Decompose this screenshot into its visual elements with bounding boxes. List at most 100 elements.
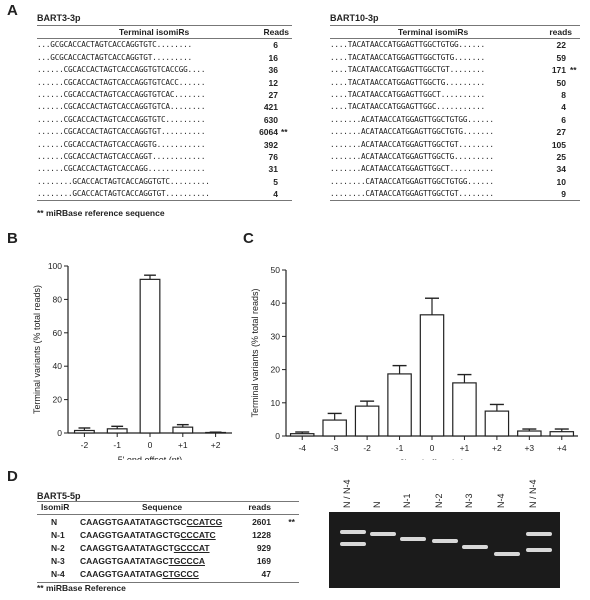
x-axis-label: 5' end offset (nt) [118,455,183,460]
isomir-sequence: ......CGCACCACTAGTCACCAGGTGTCACCGG.... [37,65,206,75]
isomir-id: N-3 [51,556,65,566]
isomir-sequence: ....TACATAACCATGGAGTTGGCTGT........ [330,65,485,75]
read-count: 5 [273,176,278,187]
col-header-reads: reads [549,27,572,38]
bar--4 [289,433,315,437]
y-tick-label: 20 [53,395,63,405]
table-row: N-3 CAAGGTGAATATAGCTGCCCA 169 [37,556,299,569]
x-tick-label: +1 [178,440,188,450]
isomir-sequence: .......ACATAACCATGGAGTTGGCTGTGG...... [330,114,494,124]
bart5-5p-table: BART5-5p IsomiR Sequence reads N CAAGGTGA… [37,491,299,593]
table-row: ......CGCACCACTAGTCACCAGG............. 31 [37,163,292,175]
gel-band [462,545,488,549]
table-row: ...GCGCACCACTAGTCACCAGGTGTC........ 6 [37,39,292,51]
read-count: 6 [561,114,566,125]
read-count: 6064 [259,127,278,138]
x-tick-label: +2 [492,443,502,453]
x-tick-label: -4 [298,443,306,453]
y-tick-label: 50 [271,265,281,275]
table-footnote: ** miRBase Reference [37,583,126,593]
col-header-sequence: Terminal isomiRs [119,27,190,38]
read-count: 31 [268,164,278,175]
read-count: 6 [273,40,278,51]
y-tick-label: 80 [53,294,63,304]
read-count: 27 [268,89,278,100]
table-header: Terminal isomiRs Reads [37,25,292,40]
gel-lane-label: N / N-4 [528,479,538,508]
table-row: .......ACATAACCATGGAGTTGGCTGTGG...... 6 [330,114,580,126]
gel-band [340,542,366,546]
y-tick-label: 40 [53,361,63,371]
panel-letter-b: B [7,230,18,247]
col-header-sequence: Terminal isomiRs [398,27,469,38]
col-header-isomir: IsomiR [41,502,70,512]
panel-letter-c: C [243,230,254,247]
read-count: 16 [268,52,278,63]
isomir-sequence: ...GCGCACCACTAGTCACCAGGTGTC........ [37,40,192,50]
read-count: 4 [273,189,278,200]
table-row: ........GCACCACTAGTCACCAGGTGT.......... 4 [37,188,292,200]
read-count: 47 [261,569,271,579]
y-tick-label: 0 [57,428,62,438]
reference-marker: ** [281,127,288,138]
y-tick-label: 30 [271,331,281,341]
x-tick-label: -3 [331,443,339,453]
table-rule [330,200,580,202]
table-row: .......ACATAACCATGGAGTTGGCTGTG....... 27 [330,126,580,138]
isomir-sequence: ......CGCACCACTAGTCACCAGGTG........... [37,139,206,149]
isomir-sequence: ...GCGCACCACTAGTCACCAGGTGT......... [37,52,192,62]
isomir-sequence: CAAGGTGAATATAGCTGCCCATC [80,530,216,540]
table-row: ......CGCACCACTAGTCACCAGGTGTCACCGG.... 36 [37,64,292,76]
read-count: 171 [551,65,566,76]
sequence-core: CAAGGTGAATATAGC [80,556,169,566]
sequence-core: CAAGGTGAATATAG [80,569,163,579]
table-title: BART10-3p [330,13,379,23]
reference-marker: ** [570,65,577,76]
table-row: ........CATAACCATGGAGTTGGCTGTGG...... 10 [330,176,580,188]
table-header: IsomiR Sequence reads [37,501,299,515]
isomir-sequence: ....TACATAACCATGGAGTTGGCT.......... [330,89,485,99]
table-row: ....TACATAACCATGGAGTTGGC........... 4 [330,101,580,113]
table-row: ...GCGCACCACTAGTCACCAGGTGT......... 16 [37,52,292,64]
read-count: 105 [551,139,566,150]
read-count: 10 [556,176,566,187]
table-row: ......CGCACCACTAGTCACCAGGTGTCA........ 42… [37,101,292,113]
isomir-sequence: ........CATAACCATGGAGTTGGCTGTGG...... [330,176,494,186]
isomir-sequence: ......CGCACCACTAGTCACCAGGT............ [37,151,206,161]
isomir-sequence: .......ACATAACCATGGAGTTGGCTG......... [330,151,494,161]
read-count: 50 [556,77,566,88]
gel-lane-label: N-1 [402,493,412,508]
bar--2 [73,429,95,434]
table-row: ....TACATAACCATGGAGTTGGCTG......... 50 [330,77,580,89]
table-row: ....TACATAACCATGGAGTTGGCT.......... 8 [330,89,580,101]
table-row: ....TACATAACCATGGAGTTGGCTGTG....... 59 [330,52,580,64]
x-tick-label: +1 [460,443,470,453]
read-count: 392 [263,139,278,150]
table-row: .......ACATAACCATGGAGTTGGCTG......... 25 [330,151,580,163]
bar-0 [139,278,161,434]
isomir-sequence: ........CATAACCATGGAGTTGGCTGT........ [330,189,494,199]
panel-letter-d: D [7,468,18,485]
isomir-sequence: ......CGCACCACTAGTCACCAGGTGTCAC....... [37,89,206,99]
isomir-sequence: .......ACATAACCATGGAGTTGGCTGT........ [330,139,494,149]
gel-lane-label: N-4 [496,493,506,508]
sequence-underlined: TGCCCA [168,556,205,566]
gel-lane-label: N / N-4 [342,479,352,508]
isomir-sequence: CAAGGTGAATATAGCTGCCCAT [80,543,210,553]
read-count: 22 [556,40,566,51]
table-title: BART5-5p [37,491,81,501]
read-count: 8 [561,89,566,100]
isomir-sequence: CAAGGTGAATATAGCTGCCCA [80,556,205,566]
table-rule [37,582,299,583]
table-title: BART3-3p [37,13,81,23]
read-count: 4 [561,102,566,113]
col-header-reads: Reads [263,27,289,38]
gel-lane-label: N [372,501,382,509]
chart-b-5prime-offset: 0 20 40 60 80 100 -2 -1 0 +1 +2 5' end offset (nt) T… [32,261,232,460]
col-header-sequence: Sequence [142,502,183,512]
y-tick-label: 0 [275,431,280,441]
y-tick-label: 10 [271,398,281,408]
sequence-underlined: CCCATC [180,530,216,540]
chart-c-3prime-offset: 0 10 20 30 40 50 -4 -3 -2 -1 0 +1 +2 +3 +4 3' end offse… [250,265,578,460]
bar--1 [387,373,412,437]
